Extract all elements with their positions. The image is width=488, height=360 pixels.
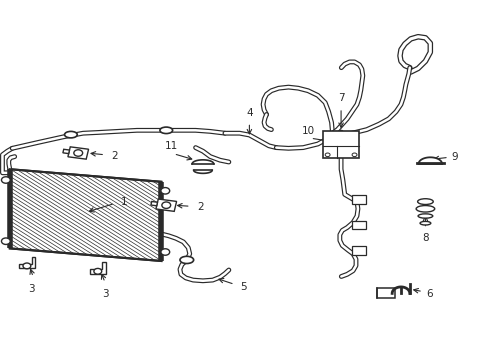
Ellipse shape	[419, 221, 430, 225]
Ellipse shape	[160, 127, 172, 134]
Text: 2: 2	[111, 150, 118, 161]
Text: 8: 8	[421, 233, 428, 243]
Text: 10: 10	[301, 126, 314, 136]
Ellipse shape	[64, 131, 77, 138]
Text: 11: 11	[164, 141, 178, 151]
Ellipse shape	[415, 206, 434, 212]
Text: 5: 5	[240, 282, 247, 292]
Polygon shape	[90, 262, 105, 274]
Circle shape	[162, 202, 170, 208]
Circle shape	[161, 249, 169, 255]
Bar	[351, 221, 365, 229]
Text: 2: 2	[197, 202, 203, 212]
Text: 3: 3	[102, 289, 108, 299]
Polygon shape	[151, 202, 157, 206]
Circle shape	[1, 238, 10, 244]
Circle shape	[325, 153, 329, 157]
Polygon shape	[63, 149, 69, 154]
Bar	[322, 131, 359, 158]
Text: 6: 6	[426, 289, 432, 299]
Bar	[376, 288, 394, 298]
Circle shape	[351, 153, 356, 157]
Text: 3: 3	[28, 284, 35, 294]
Ellipse shape	[180, 256, 193, 264]
Ellipse shape	[417, 214, 432, 218]
Bar	[351, 246, 365, 255]
Polygon shape	[68, 147, 88, 159]
Text: 7: 7	[337, 93, 344, 103]
Ellipse shape	[417, 199, 432, 204]
Circle shape	[161, 188, 169, 194]
Text: 1: 1	[121, 197, 128, 207]
Circle shape	[94, 269, 102, 274]
Text: 4: 4	[245, 108, 252, 118]
Circle shape	[23, 263, 31, 269]
Polygon shape	[156, 199, 176, 211]
Polygon shape	[19, 257, 35, 268]
Polygon shape	[10, 169, 161, 261]
Bar	[351, 195, 365, 204]
Circle shape	[74, 150, 82, 156]
Circle shape	[1, 177, 10, 183]
Text: 9: 9	[450, 152, 457, 162]
